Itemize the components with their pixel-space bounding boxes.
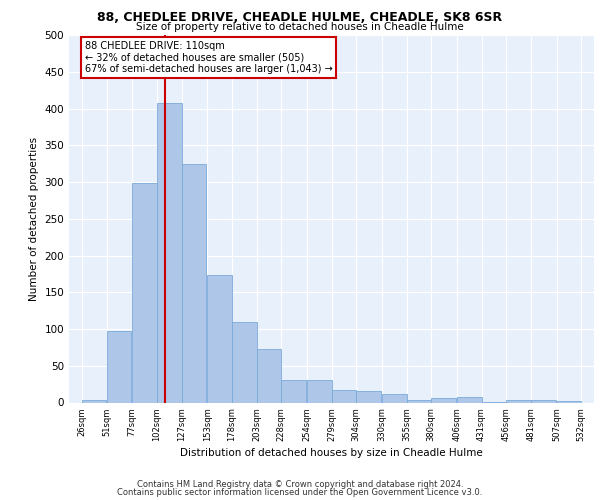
Text: Size of property relative to detached houses in Cheadle Hulme: Size of property relative to detached ho… <box>136 22 464 32</box>
Bar <box>307 380 331 402</box>
Bar <box>331 390 356 402</box>
Y-axis label: Number of detached properties: Number of detached properties <box>29 136 39 301</box>
Text: 88 CHEDLEE DRIVE: 110sqm
← 32% of detached houses are smaller (505)
67% of semi-: 88 CHEDLEE DRIVE: 110sqm ← 32% of detach… <box>85 41 332 74</box>
Bar <box>132 182 157 402</box>
Bar <box>382 394 407 402</box>
Bar <box>281 380 306 402</box>
Bar <box>407 400 431 402</box>
Text: 88, CHEDLEE DRIVE, CHEADLE HULME, CHEADLE, SK8 6SR: 88, CHEDLEE DRIVE, CHEADLE HULME, CHEADL… <box>97 11 503 24</box>
Bar <box>182 164 206 402</box>
Bar <box>531 400 556 402</box>
Bar <box>457 398 482 402</box>
Bar <box>506 400 531 402</box>
X-axis label: Distribution of detached houses by size in Cheadle Hulme: Distribution of detached houses by size … <box>180 448 483 458</box>
Bar <box>107 331 131 402</box>
Bar <box>431 398 456 402</box>
Bar <box>157 104 182 403</box>
Bar <box>356 390 381 402</box>
Text: Contains HM Land Registry data © Crown copyright and database right 2024.: Contains HM Land Registry data © Crown c… <box>137 480 463 489</box>
Bar <box>557 401 581 402</box>
Bar <box>207 276 232 402</box>
Bar <box>232 322 257 402</box>
Text: Contains public sector information licensed under the Open Government Licence v3: Contains public sector information licen… <box>118 488 482 497</box>
Bar <box>257 349 281 403</box>
Bar <box>82 400 107 402</box>
